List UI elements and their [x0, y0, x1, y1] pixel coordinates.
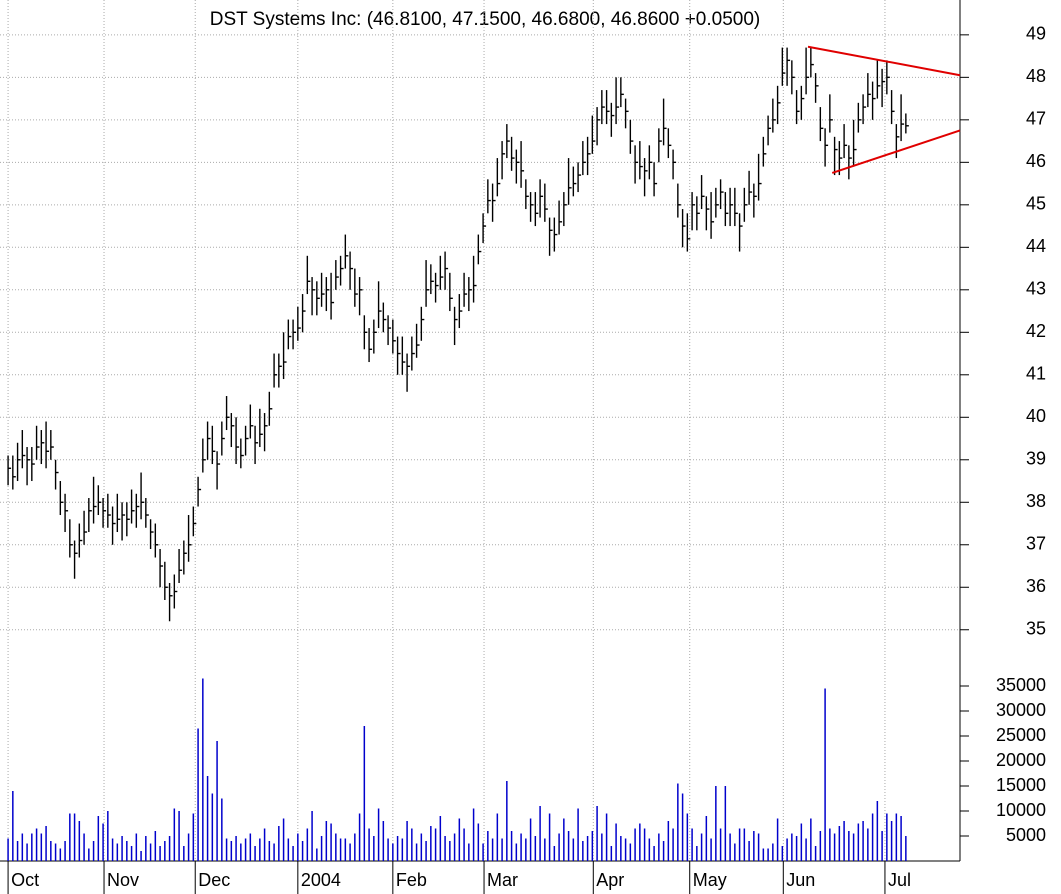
y-tick-label: 47 [1026, 109, 1046, 129]
y-tick-label: 48 [1026, 66, 1046, 86]
y-tick-label: 42 [1026, 321, 1046, 341]
x-tick-label: Jul [888, 870, 911, 890]
y-tick-label: 38 [1026, 491, 1046, 511]
y2-tick-label: 25000 [996, 725, 1046, 745]
y-tick-label: 39 [1026, 449, 1046, 469]
y-tick-label: 44 [1026, 236, 1046, 256]
y-tick-label: 46 [1026, 151, 1046, 171]
trendline [807, 45, 961, 77]
y2-tick-label: 35000 [996, 675, 1046, 695]
y-tick-label: 37 [1026, 534, 1046, 554]
y-tick-label: 35 [1026, 619, 1046, 639]
x-tick-label: Apr [596, 870, 624, 890]
y-tick-label: 49 [1026, 24, 1046, 44]
y-tick-label: 41 [1026, 364, 1046, 384]
x-tick-label: May [693, 870, 727, 890]
y2-tick-label: 15000 [996, 775, 1046, 795]
x-tick-label: Oct [11, 870, 39, 890]
trendline [831, 129, 961, 174]
chart-title: DST Systems Inc: (46.8100, 47.1500, 46.6… [210, 9, 761, 30]
y-tick-label: 40 [1026, 406, 1046, 426]
y2-tick-label: 20000 [996, 750, 1046, 770]
y-tick-label: 36 [1026, 576, 1046, 596]
y2-tick-label: 5000 [1006, 825, 1046, 845]
x-tick-label: Mar [487, 870, 518, 890]
y-tick-label: 43 [1026, 279, 1046, 299]
y-tick-label: 45 [1026, 194, 1046, 214]
y2-tick-label: 30000 [996, 700, 1046, 720]
x-tick-label: Dec [198, 870, 230, 890]
x-tick-label: Feb [396, 870, 427, 890]
x-tick-label: Nov [107, 870, 139, 890]
x-tick-label: Jun [786, 870, 815, 890]
x-tick-label: 2004 [301, 870, 341, 890]
y2-tick-label: 10000 [996, 800, 1046, 820]
